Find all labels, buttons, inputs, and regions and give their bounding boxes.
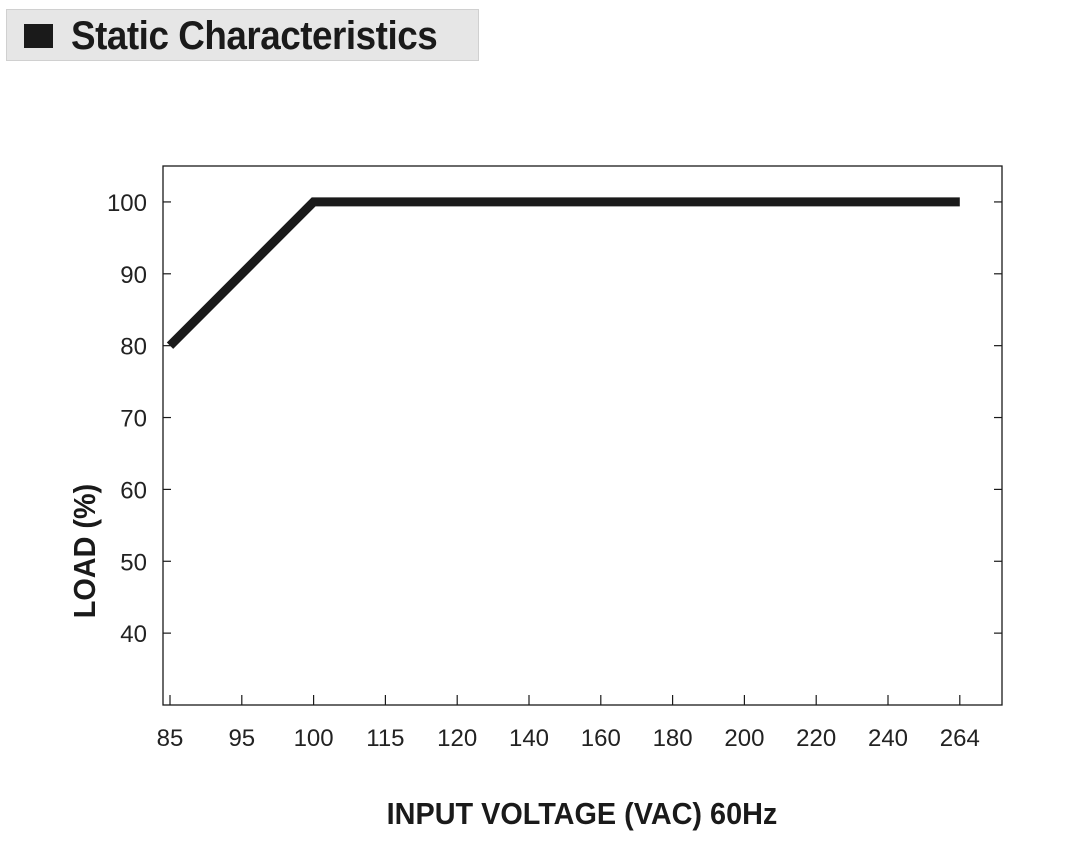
plot-frame (162, 165, 1003, 706)
y-tick-label: 70 (120, 406, 147, 433)
x-tick-label: 95 (228, 725, 255, 752)
y-tick-label: 90 (120, 262, 147, 289)
x-tick-label: 240 (868, 725, 908, 752)
load-series-line (166, 197, 960, 349)
x-tick-label: 264 (940, 725, 980, 752)
x-tick-label: 160 (581, 725, 621, 752)
x-tick-label: 100 (294, 725, 334, 752)
x-tick-label: 180 (653, 725, 693, 752)
y-tick-label: 80 (120, 334, 147, 361)
y-tick-label: 40 (120, 621, 147, 648)
y-tick-label: 100 (107, 190, 147, 217)
y-axis-title: LOAD (%) (68, 484, 102, 618)
x-tick-label: 140 (509, 725, 549, 752)
y-tick-label: 60 (120, 477, 147, 504)
x-tick-label: 120 (437, 725, 477, 752)
page-title: Static Characteristics (71, 14, 438, 58)
x-axis-title: INPUT VOLTAGE (VAC) 60Hz (387, 797, 778, 831)
x-tick-label: 85 (157, 725, 184, 752)
x-tick-label: 115 (366, 725, 404, 752)
square-bullet-icon (24, 24, 53, 48)
x-tick-label: 200 (724, 725, 764, 752)
x-tick-label: 220 (796, 725, 836, 752)
title-banner: Static Characteristics (6, 9, 479, 61)
y-tick-label: 50 (120, 549, 147, 576)
